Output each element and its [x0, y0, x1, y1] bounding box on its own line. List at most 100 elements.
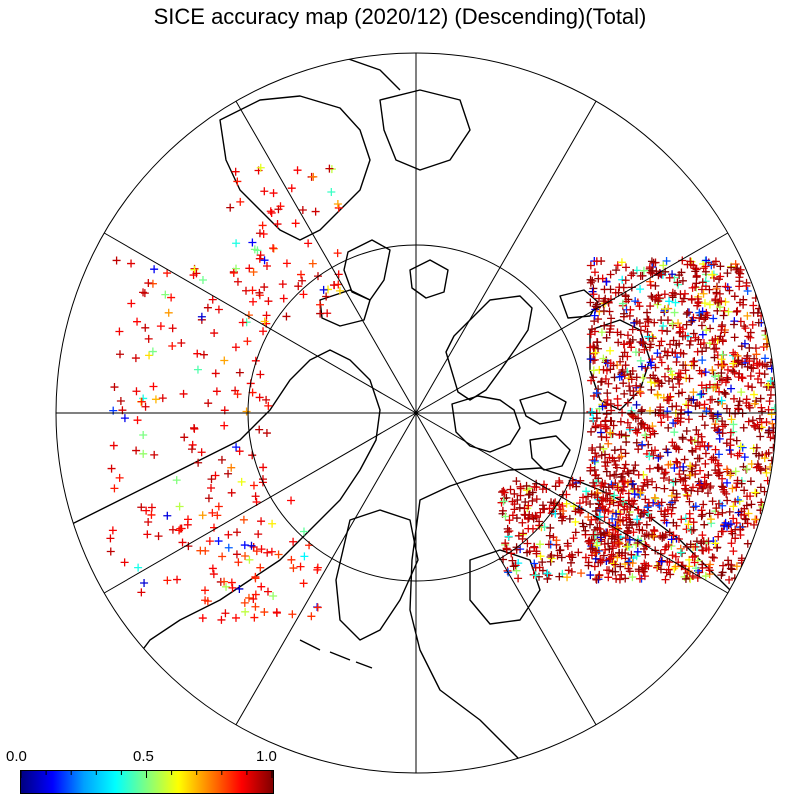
meridian-line — [103, 232, 417, 414]
accuracy-marker — [665, 475, 674, 484]
accuracy-marker — [760, 370, 769, 379]
accuracy-marker — [762, 335, 771, 344]
accuracy-marker — [757, 498, 766, 507]
accuracy-marker — [218, 552, 227, 561]
accuracy-marker — [721, 282, 730, 291]
accuracy-marker — [599, 365, 608, 374]
accuracy-marker — [717, 322, 726, 331]
accuracy-marker — [260, 608, 269, 617]
accuracy-marker — [688, 483, 697, 492]
accuracy-marker — [133, 317, 142, 326]
accuracy-marker — [665, 297, 674, 306]
accuracy-marker — [646, 340, 655, 349]
accuracy-marker — [669, 518, 678, 527]
accuracy-marker — [706, 483, 714, 492]
accuracy-marker — [729, 502, 738, 511]
accuracy-marker — [710, 553, 719, 562]
colorbar-max-label: 1.0 — [256, 748, 277, 765]
accuracy-marker — [663, 327, 672, 336]
accuracy-marker — [309, 172, 318, 181]
accuracy-marker — [589, 373, 598, 382]
accuracy-marker — [617, 258, 626, 267]
accuracy-marker — [606, 428, 615, 437]
accuracy-marker — [614, 540, 623, 549]
accuracy-marker — [618, 486, 627, 495]
accuracy-marker — [562, 490, 571, 499]
accuracy-marker — [616, 497, 625, 506]
accuracy-marker — [757, 378, 766, 387]
accuracy-marker — [273, 220, 282, 229]
accuracy-marker — [695, 454, 704, 463]
accuracy-marker — [643, 503, 652, 512]
accuracy-marker — [241, 552, 250, 561]
accuracy-marker — [256, 563, 265, 572]
accuracy-marker — [593, 389, 602, 398]
accuracy-marker — [617, 570, 626, 579]
accuracy-marker — [641, 364, 650, 373]
accuracy-marker — [599, 551, 608, 560]
accuracy-marker — [610, 446, 619, 455]
accuracy-marker — [649, 451, 658, 460]
accuracy-marker — [621, 276, 630, 285]
accuracy-marker — [669, 486, 678, 495]
north-america-coastline — [409, 467, 776, 773]
accuracy-marker — [269, 592, 278, 601]
accuracy-marker — [658, 533, 667, 542]
accuracy-marker — [682, 427, 691, 436]
accuracy-marker — [679, 361, 688, 370]
accuracy-marker — [612, 509, 621, 518]
accuracy-marker — [756, 466, 765, 475]
accuracy-marker — [143, 530, 152, 539]
accuracy-marker — [764, 381, 773, 390]
accuracy-marker — [244, 593, 253, 602]
accuracy-marker — [741, 515, 750, 524]
accuracy-marker — [176, 524, 185, 533]
accuracy-marker — [681, 574, 690, 583]
accuracy-marker — [220, 421, 229, 430]
accuracy-marker — [116, 397, 125, 406]
accuracy-marker — [742, 354, 751, 363]
accuracy-marker — [209, 570, 218, 579]
accuracy-marker — [652, 483, 661, 492]
accuracy-marker — [651, 494, 660, 503]
accuracy-marker — [260, 283, 269, 292]
accuracy-marker — [574, 548, 583, 557]
accuracy-marker — [748, 320, 757, 329]
accuracy-marker — [294, 282, 303, 291]
accuracy-marker — [588, 276, 597, 285]
accuracy-marker — [602, 277, 611, 286]
accuracy-marker — [299, 527, 308, 536]
accuracy-marker — [646, 406, 655, 415]
accuracy-marker — [708, 497, 717, 506]
accuracy-marker — [592, 257, 601, 266]
meridian-line — [415, 412, 597, 726]
accuracy-marker — [586, 571, 595, 580]
accuracy-marker — [756, 432, 765, 441]
accuracy-marker — [606, 489, 615, 498]
accuracy-marker — [645, 464, 654, 473]
accuracy-marker — [717, 297, 726, 306]
accuracy-marker — [262, 311, 271, 320]
accuracy-marker — [249, 297, 258, 306]
accuracy-marker — [655, 294, 664, 303]
accuracy-marker — [591, 507, 600, 516]
accuracy-marker — [768, 419, 776, 428]
accuracy-marker — [245, 555, 254, 564]
accuracy-marker — [203, 597, 212, 606]
accuracy-marker — [262, 395, 271, 404]
accuracy-marker — [536, 552, 545, 561]
accuracy-marker — [112, 256, 121, 265]
accuracy-marker — [685, 340, 694, 349]
accuracy-marker — [625, 382, 634, 391]
accuracy-marker — [617, 430, 626, 439]
accuracy-marker — [698, 347, 707, 356]
accuracy-marker — [683, 308, 692, 317]
colorbar-min-label: 0.0 — [6, 748, 27, 765]
accuracy-marker — [641, 431, 650, 440]
accuracy-marker — [259, 327, 268, 336]
accuracy-marker — [535, 517, 544, 526]
accuracy-marker — [740, 339, 749, 348]
accuracy-marker — [632, 400, 641, 409]
accuracy-marker — [559, 507, 568, 516]
accuracy-marker — [304, 239, 313, 248]
